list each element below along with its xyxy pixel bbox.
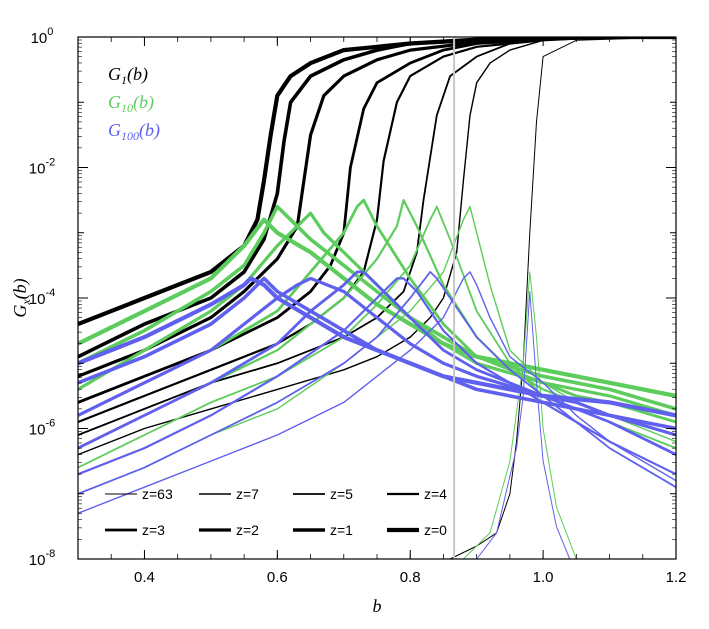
series-G1-z0	[78, 37, 676, 327]
x-tick-label: 0.8	[400, 569, 421, 586]
x-tick-label: 1.2	[666, 569, 687, 586]
y-axis-label: Gx(b)	[10, 278, 33, 317]
series-label-G10: G10(b)	[108, 92, 154, 115]
series-G10-z63	[463, 271, 577, 559]
ticks-layer	[77, 36, 677, 560]
series-G1-z5	[78, 37, 676, 436]
series-label-G1: G1(b)	[108, 64, 148, 87]
legend-label: z=3	[142, 522, 165, 538]
legend: z=63 z=7 z=5 z=4 z=3 z=2 z=1 z=0	[105, 486, 447, 538]
series-G10-z2	[78, 211, 676, 417]
x-tick-label: 0.6	[267, 569, 288, 586]
y-tick-label: 10-2	[29, 157, 55, 178]
series-G100-z4	[78, 277, 676, 476]
series-G100-z0	[78, 276, 676, 418]
series-G100-z63	[476, 291, 571, 559]
series-G100-z5	[78, 270, 676, 495]
x-tick-label: 1.0	[533, 569, 554, 586]
series-G1-z4	[78, 37, 676, 424]
y-tick-label: 100	[31, 26, 54, 47]
series-G100-z1	[78, 276, 676, 431]
y-tick-label: 10-8	[29, 548, 55, 569]
legend-label: z=4	[424, 486, 447, 502]
series-G10-z7	[78, 205, 676, 495]
series-G1-z63	[449, 37, 676, 559]
legend-label: z=7	[236, 486, 259, 502]
x-axis-label: b	[373, 596, 382, 616]
legend-label: z=2	[236, 522, 259, 538]
series-label-G100: G100(b)	[108, 120, 160, 143]
series-G10-z3	[78, 198, 676, 424]
series-layer	[78, 37, 676, 559]
legend-label: z=5	[330, 486, 353, 502]
series-G100-z3	[78, 270, 676, 456]
series-G10-z0	[78, 217, 676, 398]
series-G1-z7	[78, 37, 676, 456]
tick-labels-layer: 0.4 0.6 0.8 1.0 1.2 100 10-2 10-4 10-6 10-8	[29, 26, 687, 586]
series-labels: G1(b) G10(b) G100(b)	[108, 64, 160, 143]
y-tick-label: 10-6	[29, 418, 55, 439]
y-tick-label: 10-4	[29, 287, 55, 308]
legend-label: z=1	[330, 522, 353, 538]
series-G10-z1	[78, 204, 676, 411]
legend-label: z=0	[424, 522, 447, 538]
x-tick-label: 0.4	[134, 569, 155, 586]
legend-label: z=63	[142, 486, 173, 502]
